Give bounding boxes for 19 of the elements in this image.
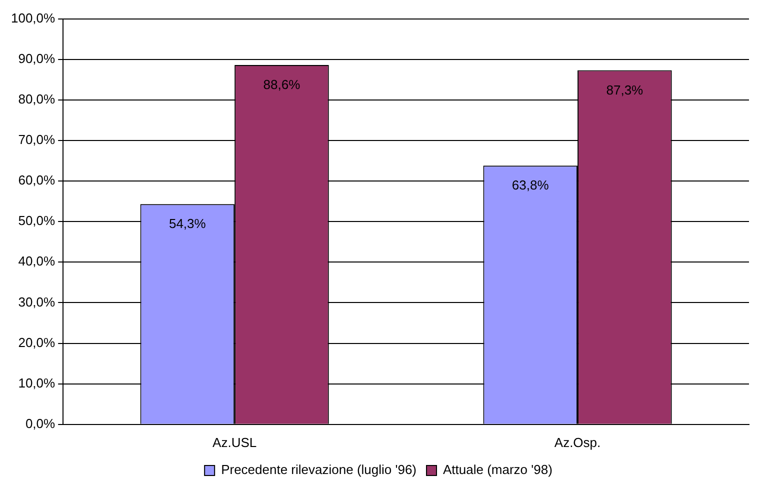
y-tick-label: 100,0% [10,10,56,26]
legend-label: Precedente rilevazione (luglio '96) [221,462,417,478]
y-tick-label: 10,0% [18,375,56,390]
x-tick-label: Az.Osp. [554,434,601,450]
data-label: 63,8% [512,178,550,193]
y-tick-label: 50,0% [18,213,56,228]
y-tick-label: 0,0% [25,416,56,431]
y-tick-label: 60,0% [18,172,56,188]
data-label: 88,6% [263,77,301,92]
y-tick-label: 80,0% [18,92,56,106]
y-tick-label: 40,0% [18,254,56,269]
y-tick-label: 20,0% [18,334,56,350]
data-label: 87,3% [606,82,644,98]
y-tick-label: 30,0% [18,294,56,310]
data-label: 54,3% [168,216,206,232]
legend-label: Attuale (marzo '98) [443,462,552,478]
y-tick-label: 90,0% [18,50,56,66]
x-tick-label: Az.USL [212,434,257,450]
y-tick-label: 70,0% [18,132,56,148]
